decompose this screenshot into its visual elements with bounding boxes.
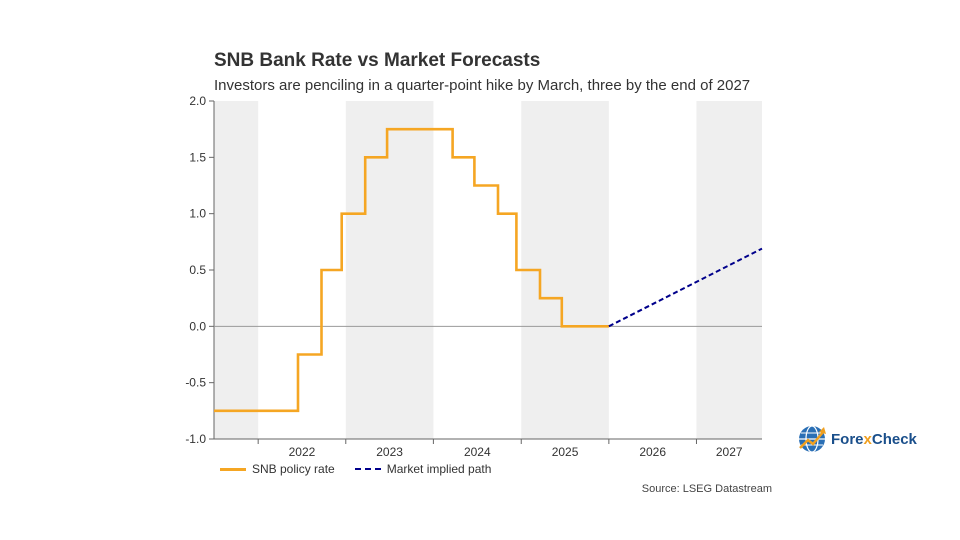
year-shade-2027 bbox=[696, 101, 762, 439]
y-tick-label: 2.0 bbox=[189, 94, 206, 108]
legend-label-policy: SNB policy rate bbox=[252, 462, 335, 476]
y-tick-label: 1.0 bbox=[189, 207, 206, 221]
legend-item-policy: SNB policy rate bbox=[220, 462, 335, 476]
year-shading bbox=[214, 101, 762, 439]
x-tick-label: 2024 bbox=[464, 445, 491, 459]
logo-text-suffix: Check bbox=[871, 430, 917, 448]
legend-label-market: Market implied path bbox=[386, 462, 492, 476]
chart-axes: 2.0 1.5 1.0 0.5 0.0 -0.5 -1.0 2022 2023 2024 2025 2… bbox=[185, 94, 762, 459]
legend-item-market: Market implied path bbox=[354, 462, 492, 476]
chart-legend: SNB policy rate Market implied path bbox=[220, 462, 511, 476]
x-tick-label: 2022 bbox=[289, 445, 316, 459]
logo-text-prefix: Fore bbox=[831, 430, 864, 448]
globe-arrow-icon bbox=[799, 425, 826, 453]
logo-text-x: x bbox=[863, 430, 872, 448]
x-tick-label: 2025 bbox=[552, 445, 579, 459]
y-tick-label: -1.0 bbox=[185, 432, 206, 446]
y-tick-label: 1.5 bbox=[189, 150, 206, 164]
series-line-snb-policy-rate bbox=[214, 127, 609, 413]
year-shade-2023 bbox=[345, 101, 434, 439]
logo-wordmark: ForexCheck bbox=[831, 431, 917, 448]
x-tick-label: 2027 bbox=[716, 445, 743, 459]
chart-series bbox=[214, 127, 763, 413]
x-tick-label: 2026 bbox=[639, 445, 666, 459]
x-tick-label: 2023 bbox=[376, 445, 403, 459]
chart-subtitle: Investors are penciling in a quarter-poi… bbox=[214, 77, 751, 94]
year-shade-2021 bbox=[214, 101, 259, 439]
series-line-market-implied-path bbox=[608, 247, 763, 328]
y-tick-label: -0.5 bbox=[185, 376, 206, 390]
chart-title: SNB Bank Rate vs Market Forecasts bbox=[214, 50, 541, 71]
legend-swatch-market bbox=[354, 468, 381, 470]
source-note: Source: LSEG Datastream bbox=[641, 483, 772, 495]
y-tick-label: 0.5 bbox=[189, 263, 206, 277]
y-tick-label: 0.0 bbox=[189, 319, 206, 333]
legend-swatch-policy bbox=[220, 467, 246, 471]
forexcheck-logo: ForexCheck bbox=[797, 424, 917, 454]
